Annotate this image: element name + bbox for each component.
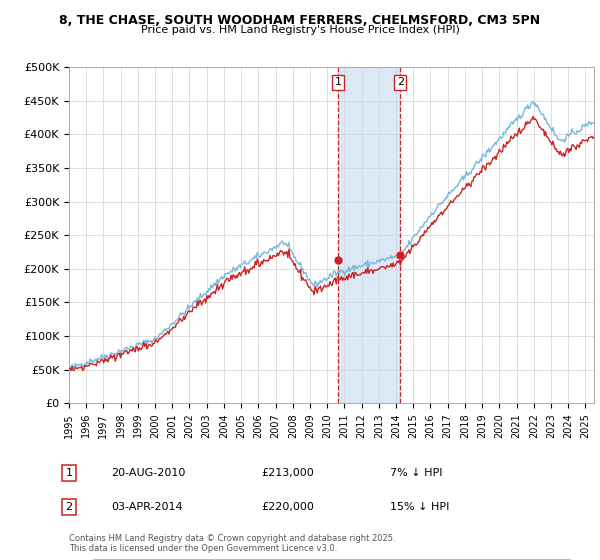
Text: Contains HM Land Registry data © Crown copyright and database right 2025.
This d: Contains HM Land Registry data © Crown c… <box>69 534 395 553</box>
Legend: 8, THE CHASE, SOUTH WOODHAM FERRERS, CHELMSFORD, CM3 5PN (semi-detached house), : 8, THE CHASE, SOUTH WOODHAM FERRERS, CHE… <box>92 559 571 560</box>
Text: 1: 1 <box>65 468 73 478</box>
Text: 7% ↓ HPI: 7% ↓ HPI <box>390 468 443 478</box>
Text: 15% ↓ HPI: 15% ↓ HPI <box>390 502 449 512</box>
Text: 8, THE CHASE, SOUTH WOODHAM FERRERS, CHELMSFORD, CM3 5PN: 8, THE CHASE, SOUTH WOODHAM FERRERS, CHE… <box>59 14 541 27</box>
Text: £213,000: £213,000 <box>262 468 314 478</box>
Text: 20-AUG-2010: 20-AUG-2010 <box>111 468 185 478</box>
Bar <box>338 67 400 403</box>
Text: 1: 1 <box>335 77 341 87</box>
Text: Price paid vs. HM Land Registry's House Price Index (HPI): Price paid vs. HM Land Registry's House … <box>140 25 460 35</box>
Text: 2: 2 <box>65 502 73 512</box>
Text: 03-APR-2014: 03-APR-2014 <box>111 502 182 512</box>
Text: £220,000: £220,000 <box>262 502 314 512</box>
Text: 2: 2 <box>397 77 404 87</box>
